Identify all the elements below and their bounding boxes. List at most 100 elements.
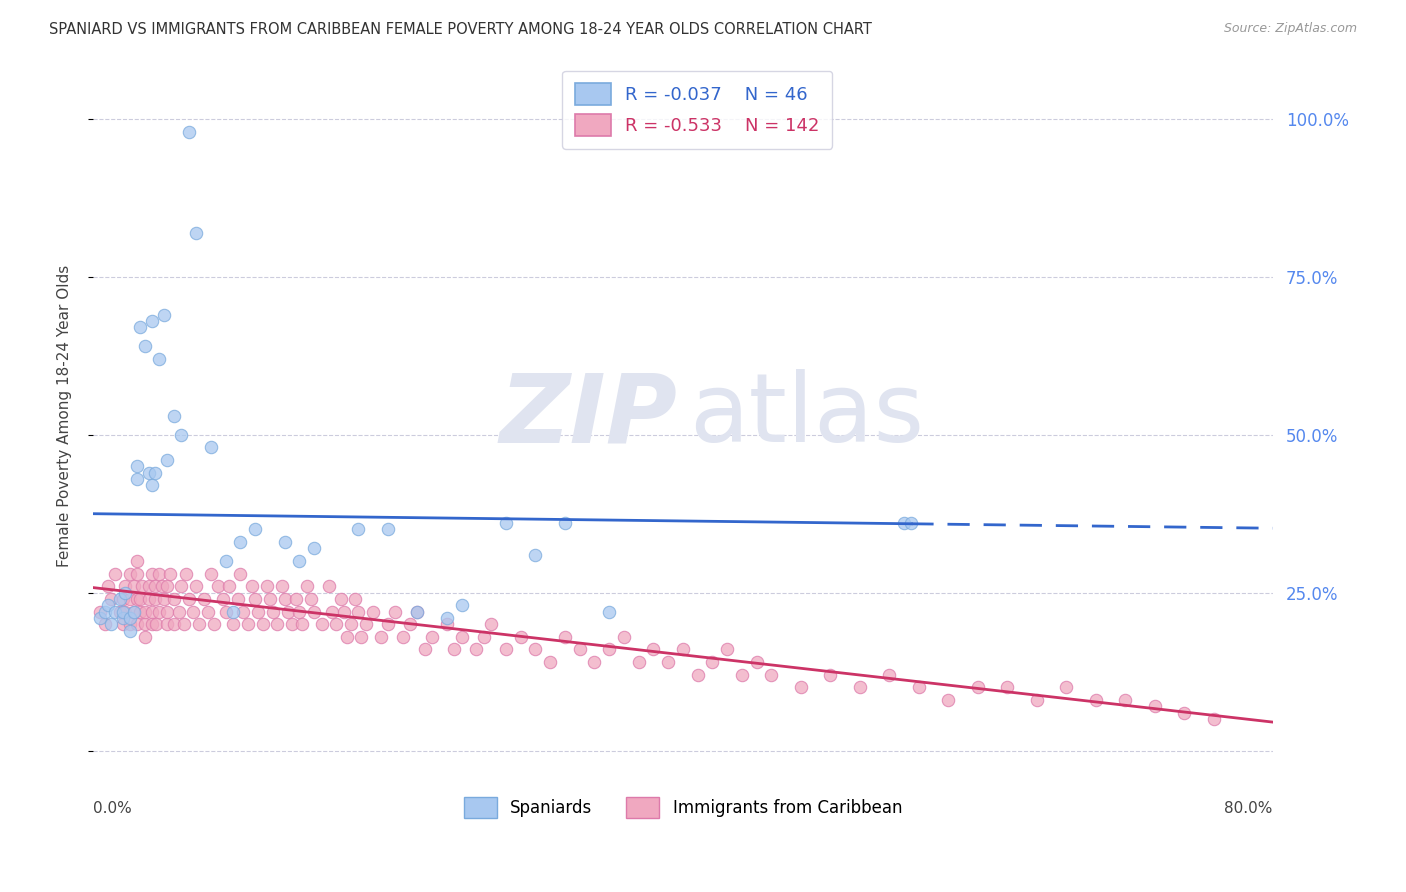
Point: [97, 599, 120, 613]
Point: [347, 523, 370, 537]
Point: [159, 566, 181, 581]
Point: [495, 516, 517, 531]
Point: [173, 617, 195, 632]
Point: [129, 605, 152, 619]
Point: [127, 472, 149, 486]
Point: [311, 617, 333, 632]
Point: [524, 548, 547, 562]
Point: [256, 579, 278, 593]
Point: [554, 516, 576, 531]
Point: [111, 605, 134, 619]
Point: [377, 523, 399, 537]
Point: [129, 591, 152, 606]
Point: [613, 630, 636, 644]
Point: [332, 605, 354, 619]
Point: [465, 642, 488, 657]
Point: [114, 579, 136, 593]
Point: [672, 642, 695, 657]
Point: [163, 617, 186, 632]
Point: [350, 630, 373, 644]
Y-axis label: Female Poverty Among 18-24 Year Olds: Female Poverty Among 18-24 Year Olds: [58, 265, 72, 567]
Point: [170, 427, 193, 442]
Text: atlas: atlas: [689, 369, 924, 462]
Point: [141, 478, 163, 492]
Point: [148, 351, 170, 366]
Point: [252, 617, 274, 632]
Point: [138, 591, 160, 606]
Text: 80.0%: 80.0%: [1225, 801, 1272, 816]
Point: [295, 579, 318, 593]
Point: [134, 339, 156, 353]
Point: [340, 617, 363, 632]
Point: [222, 617, 245, 632]
Point: [138, 579, 160, 593]
Point: [218, 579, 240, 593]
Point: [820, 667, 842, 681]
Point: [598, 642, 620, 657]
Point: [197, 605, 219, 619]
Point: [186, 226, 208, 240]
Point: [108, 591, 131, 606]
Point: [118, 591, 141, 606]
Point: [259, 591, 281, 606]
Point: [1054, 681, 1077, 695]
Point: [1173, 706, 1195, 720]
Point: [288, 554, 311, 568]
Point: [702, 655, 724, 669]
Point: [127, 591, 149, 606]
Point: [232, 605, 254, 619]
Point: [877, 667, 900, 681]
Point: [1202, 712, 1225, 726]
Point: [104, 566, 127, 581]
Point: [1143, 699, 1166, 714]
Point: [129, 320, 152, 334]
Point: [907, 681, 929, 695]
Point: [127, 617, 149, 632]
Point: [111, 611, 134, 625]
Point: [177, 591, 200, 606]
Point: [384, 605, 406, 619]
Point: [118, 624, 141, 638]
Point: [1084, 693, 1107, 707]
Point: [370, 630, 392, 644]
Point: [94, 605, 117, 619]
Point: [114, 585, 136, 599]
Point: [156, 453, 179, 467]
Point: [336, 630, 359, 644]
Point: [450, 599, 472, 613]
Point: [152, 591, 174, 606]
Point: [299, 591, 322, 606]
Point: [848, 681, 870, 695]
Point: [143, 579, 166, 593]
Point: [134, 617, 156, 632]
Point: [118, 617, 141, 632]
Point: [100, 591, 122, 606]
Point: [538, 655, 561, 669]
Point: [731, 667, 754, 681]
Point: [222, 605, 245, 619]
Point: [354, 617, 377, 632]
Point: [995, 681, 1018, 695]
Point: [568, 642, 591, 657]
Point: [177, 125, 200, 139]
Point: [281, 617, 304, 632]
Point: [266, 617, 288, 632]
Point: [141, 617, 163, 632]
Point: [790, 681, 813, 695]
Point: [524, 642, 547, 657]
Point: [148, 605, 170, 619]
Point: [1025, 693, 1047, 707]
Point: [716, 642, 738, 657]
Point: [141, 566, 163, 581]
Point: [124, 579, 146, 593]
Point: [413, 642, 436, 657]
Point: [114, 605, 136, 619]
Point: [236, 617, 259, 632]
Point: [163, 591, 186, 606]
Point: [436, 617, 458, 632]
Point: [277, 605, 299, 619]
Text: Source: ZipAtlas.com: Source: ZipAtlas.com: [1223, 22, 1357, 36]
Point: [321, 605, 343, 619]
Point: [288, 605, 311, 619]
Point: [134, 605, 156, 619]
